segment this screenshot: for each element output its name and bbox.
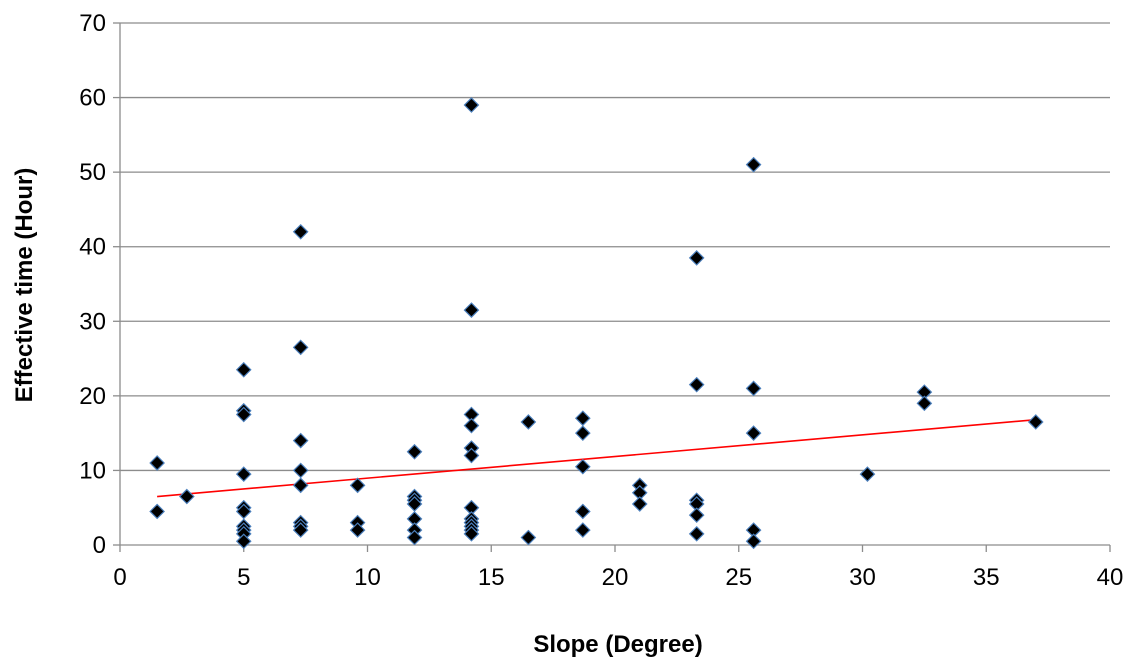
data-point xyxy=(292,432,309,449)
data-point xyxy=(463,417,480,434)
data-point xyxy=(745,533,762,550)
data-point xyxy=(292,339,309,356)
data-point xyxy=(235,361,252,378)
data-point xyxy=(745,425,762,441)
data-point xyxy=(520,529,537,546)
data-point xyxy=(292,462,309,479)
data-point xyxy=(745,156,762,173)
x-tick-label: 10 xyxy=(354,564,381,591)
x-tick-label: 30 xyxy=(849,564,876,591)
trendline xyxy=(157,418,1036,498)
data-point xyxy=(574,410,591,427)
y-tick-label: 0 xyxy=(93,532,106,559)
trendline-segment xyxy=(157,418,1036,498)
data-point xyxy=(349,477,366,494)
data-point xyxy=(688,507,705,524)
data-point xyxy=(292,522,309,538)
data-point xyxy=(463,97,480,113)
x-tick-label: 0 xyxy=(113,564,126,591)
data-point xyxy=(574,458,591,475)
data-point xyxy=(406,443,423,460)
y-axis-title: Effective time (Hour) xyxy=(11,168,38,403)
data-point xyxy=(406,529,423,546)
data-point xyxy=(463,525,480,542)
data-point xyxy=(574,522,591,538)
data-points xyxy=(149,97,1044,550)
y-tick-label: 70 xyxy=(79,10,106,37)
data-point xyxy=(292,477,309,494)
data-point xyxy=(631,496,648,512)
axes xyxy=(113,22,1111,552)
x-axis-title: Slope (Degree) xyxy=(533,631,702,658)
data-point xyxy=(235,503,252,520)
y-tick-label: 20 xyxy=(79,383,106,410)
data-point xyxy=(463,302,480,318)
data-point xyxy=(688,376,705,393)
data-point xyxy=(292,223,309,240)
data-point xyxy=(149,455,165,471)
x-tick-label: 40 xyxy=(1097,564,1124,591)
data-point xyxy=(406,496,423,512)
data-point xyxy=(463,447,480,464)
data-point xyxy=(688,525,705,542)
data-point xyxy=(745,380,762,397)
y-tick-label: 50 xyxy=(79,159,106,186)
x-tick-label: 20 xyxy=(602,564,629,591)
data-point xyxy=(349,522,366,538)
y-tick-label: 10 xyxy=(79,457,106,484)
data-point xyxy=(178,488,195,505)
x-tick-label: 25 xyxy=(725,564,752,591)
data-point xyxy=(235,466,252,483)
gridlines xyxy=(120,22,1110,472)
y-tick-label: 30 xyxy=(79,308,106,335)
data-point xyxy=(574,503,591,520)
x-tick-label: 15 xyxy=(478,564,505,591)
data-point xyxy=(235,406,252,423)
data-point xyxy=(1027,414,1044,430)
tick-labels: 0 10 20 30 40 50 60 70 0 5 10 15 20 25 30 35 40 xyxy=(79,10,1123,591)
data-point xyxy=(916,395,933,412)
data-point xyxy=(149,503,165,520)
data-point xyxy=(520,414,537,430)
data-point xyxy=(688,250,705,266)
x-tick-label: 5 xyxy=(237,564,250,591)
x-tick-label: 35 xyxy=(973,564,1000,591)
y-tick-label: 60 xyxy=(79,85,106,112)
data-point xyxy=(574,425,591,441)
data-point xyxy=(859,466,876,483)
y-tick-label: 40 xyxy=(79,234,106,261)
data-point xyxy=(235,533,252,550)
